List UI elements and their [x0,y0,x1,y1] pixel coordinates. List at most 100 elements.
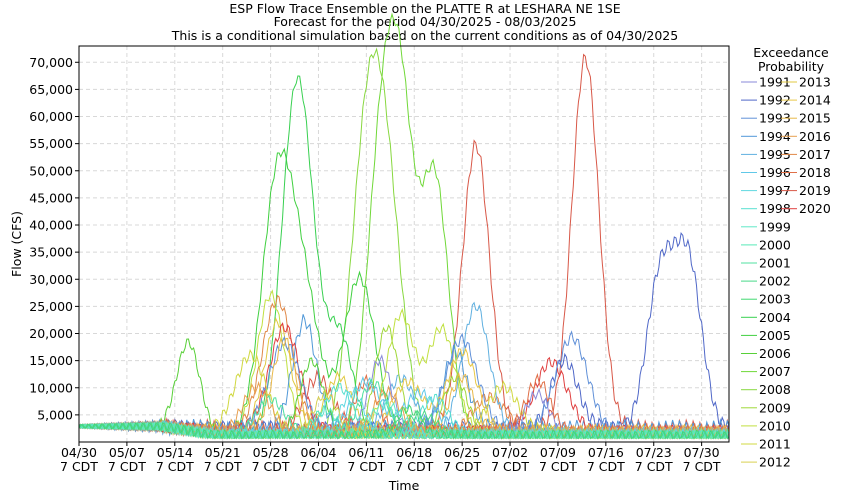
legend-item: 1993 [741,111,791,126]
x-tick-label: 07/30 [684,445,720,460]
legend-label: 1995 [759,147,791,162]
x-tick-label-time: 7 CDT [108,459,146,474]
x-tick-label-time: 7 CDT [300,459,338,474]
plot-area-border [78,45,730,443]
x-tick-label-time: 7 CDT [156,459,194,474]
legend-label: 1991 [759,75,791,90]
x-tick-label-time: 7 CDT [635,459,673,474]
legend-label: 1998 [759,201,791,216]
legend-item: 2017 [781,147,831,162]
y-tick-label: 5,000 [37,407,73,422]
legend-label: 2000 [759,237,791,252]
legend-item: 2010 [741,418,791,433]
legend-item: 2009 [741,400,791,415]
y-tick-label: 60,000 [29,109,73,124]
legend-label: 2012 [759,455,791,470]
legend-label: 1997 [759,183,791,198]
legend-item: 2013 [781,75,831,90]
legend-item: 2003 [741,292,791,307]
chart-subtitle: Forecast for the period 04/30/2025 - 08/… [274,14,577,29]
x-tick-label: 07/23 [636,445,672,460]
x-tick-label-time: 7 CDT [204,459,242,474]
legend-item: 2001 [741,256,791,271]
x-tick-label: 07/16 [588,445,624,460]
legend-items: 1991 1992 1993 1994 1995 1996 1997 1998 1999 2000… [741,75,831,470]
x-tick-label: 06/18 [396,445,432,460]
legend-label: 1994 [759,129,791,144]
y-tick-label: 55,000 [29,136,73,151]
legend-item: 2002 [741,274,791,289]
y-axis-label: Flow (CFS) [9,211,24,277]
y-tick-label: 70,000 [29,55,73,70]
x-tick-label: 07/09 [540,445,576,460]
legend-label: 2019 [799,183,831,198]
series-line-2003 [78,403,730,440]
legend-label: 1996 [759,165,791,180]
x-tick-label: 07/02 [492,445,528,460]
legend-item: 2014 [781,93,831,108]
legend-label: 2011 [759,437,791,452]
legend-item: 1991 [741,75,791,90]
legend-item: 2000 [741,237,791,252]
y-tick-label: 10,000 [29,380,73,395]
y-axis: 5,000 10,000 15,000 20,000 25,000 30,000 35,00… [29,55,79,422]
chart-titles: ESP Flow Trace Ensemble on the PLATTE R … [171,1,678,43]
legend-label: 2001 [759,256,791,271]
legend-label: 2010 [759,418,791,433]
legend-label: 2007 [759,364,791,379]
legend-title-line2: Probability [758,59,825,74]
legend-label: 1993 [759,111,791,126]
legend-item: 1995 [741,147,791,162]
legend-item: 2011 [741,437,791,452]
y-tick-label: 45,000 [29,190,73,205]
y-tick-label: 30,000 [29,272,73,287]
x-tick-label: 05/07 [109,445,145,460]
legend-item: 2012 [741,455,791,470]
y-tick-label: 20,000 [29,326,73,341]
legend-label: 2009 [759,400,791,415]
legend-item: 1999 [741,219,791,234]
x-tick-label: 04/30 [61,445,97,460]
x-tick-label-time: 7 CDT [60,459,98,474]
y-tick-label: 25,000 [29,299,73,314]
legend-item: 1992 [741,93,791,108]
x-tick-label-time: 7 CDT [683,459,721,474]
legend-label: 2018 [799,165,831,180]
legend-item: 1994 [741,129,791,144]
legend-item: 2016 [781,129,831,144]
legend-item: 1997 [741,183,791,198]
chart-subtitle-2: This is a conditional simulation based o… [171,28,678,43]
legend-title-line1: Exceedance [753,45,829,60]
x-tick-label: 06/25 [444,445,480,460]
x-tick-label-time: 7 CDT [252,459,290,474]
y-tick-label: 35,000 [29,245,73,260]
legend-label: 2008 [759,382,791,397]
legend-label: 2002 [759,274,791,289]
legend-label: 1992 [759,93,791,108]
legend: Exceedance Probability 19911992199319941… [741,45,831,470]
legend-item: 2020 [781,201,831,216]
chart-title: ESP Flow Trace Ensemble on the PLATTE R … [229,1,620,16]
legend-item: 2008 [741,382,791,397]
legend-label: 2013 [799,75,831,90]
legend-item: 1998 [741,201,791,216]
legend-label: 2016 [799,129,831,144]
legend-label: 2015 [799,111,831,126]
legend-label: 2005 [759,328,791,343]
x-tick-label: 06/04 [300,445,336,460]
legend-item: 2005 [741,328,791,343]
x-tick-label-time: 7 CDT [347,459,385,474]
legend-item: 2015 [781,111,831,126]
y-tick-label: 40,000 [29,218,73,233]
x-tick-label-time: 7 CDT [395,459,433,474]
legend-label: 2006 [759,346,791,361]
legend-item: 1996 [741,165,791,180]
x-tick-label-time: 7 CDT [539,459,577,474]
legend-label: 2004 [759,310,791,325]
legend-item: 2018 [781,165,831,180]
x-tick-label: 05/28 [253,445,289,460]
x-tick-label-time: 7 CDT [443,459,481,474]
y-tick-label: 65,000 [29,82,73,97]
legend-label: 2014 [799,93,831,108]
